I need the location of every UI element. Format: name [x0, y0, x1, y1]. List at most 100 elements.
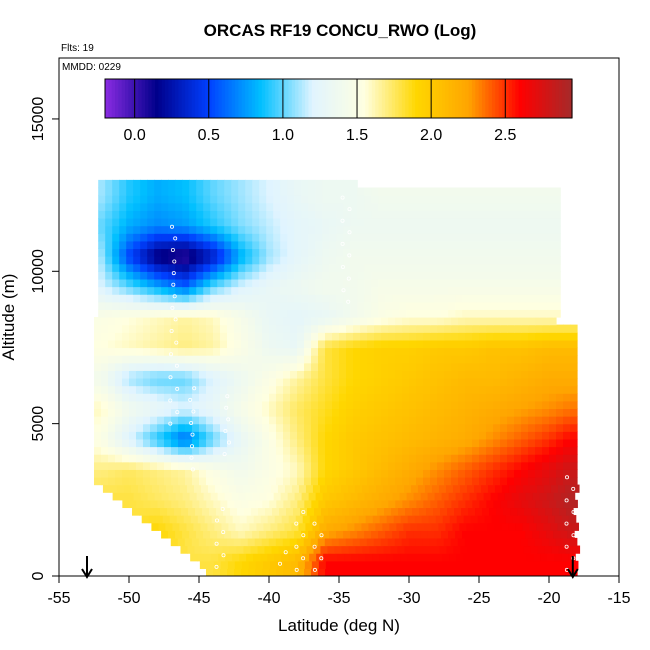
- heatmap-cell: [262, 317, 270, 326]
- heatmap-cell: [238, 271, 246, 280]
- heatmap-cell: [189, 294, 197, 303]
- heatmap-cell: [406, 301, 414, 310]
- heatmap-cell: [423, 355, 431, 364]
- heatmap-cell: [402, 385, 410, 394]
- heatmap-cell: [542, 385, 550, 394]
- heatmap-cell: [129, 461, 137, 470]
- heatmap-cell: [557, 522, 565, 531]
- heatmap-cell: [233, 537, 242, 547]
- heatmap-cell: [217, 202, 225, 211]
- heatmap-cell: [568, 515, 577, 524]
- heatmap-cell: [399, 492, 408, 501]
- heatmap-cell: [378, 492, 387, 501]
- heatmap-cell: [476, 217, 484, 227]
- heatmap-cell: [539, 301, 547, 310]
- heatmap-cell: [150, 461, 158, 470]
- heatmap-cell: [220, 377, 228, 387]
- colorbar-segment: [235, 79, 240, 118]
- heatmap-cell: [322, 210, 330, 219]
- heatmap-cell: [108, 362, 116, 371]
- heatmap-cell: [94, 423, 102, 432]
- heatmap-cell: [488, 545, 497, 554]
- heatmap-cell: [572, 545, 581, 554]
- heatmap-cell: [423, 339, 431, 349]
- heatmap-cell: [448, 492, 457, 501]
- heatmap-cell: [206, 560, 215, 569]
- heatmap-cell: [360, 423, 368, 432]
- heatmap-cell: [122, 446, 130, 455]
- heatmap-cell: [500, 339, 508, 349]
- heatmap-cell: [444, 332, 452, 341]
- heatmap-cell: [231, 225, 239, 234]
- heatmap-cell: [553, 202, 561, 211]
- heatmap-cell: [416, 408, 424, 417]
- heatmap-cell: [402, 476, 410, 486]
- heatmap-cell: [462, 195, 470, 204]
- heatmap-cell: [483, 271, 491, 280]
- heatmap-cell: [528, 324, 536, 333]
- heatmap-cell: [227, 408, 235, 417]
- heatmap-cell: [518, 225, 526, 234]
- heatmap-cell: [388, 476, 396, 486]
- heatmap-cell: [276, 461, 284, 470]
- heatmap-cell: [549, 385, 557, 394]
- heatmap-cell: [497, 286, 505, 295]
- heatmap-cell: [370, 507, 378, 516]
- heatmap-cell: [367, 317, 375, 326]
- heatmap-cell: [297, 332, 305, 341]
- heatmap-cell: [415, 537, 424, 547]
- heatmap-cell: [444, 347, 452, 356]
- heatmap-cell: [417, 522, 425, 531]
- heatmap-cell: [514, 438, 522, 448]
- heatmap-cell: [213, 362, 221, 371]
- heatmap-cell: [269, 568, 277, 576]
- heatmap-cell: [98, 233, 106, 242]
- heatmap-cell: [528, 377, 536, 387]
- heatmap-cell: [262, 499, 270, 509]
- heatmap-cell: [505, 553, 513, 562]
- heatmap-cell: [259, 301, 267, 310]
- heatmap-cell: [378, 286, 386, 295]
- heatmap-cell: [556, 324, 564, 333]
- heatmap-cell: [421, 553, 429, 562]
- heatmap-cell: [294, 248, 302, 257]
- heatmap-cell: [549, 416, 557, 425]
- heatmap-cell: [507, 431, 515, 440]
- heatmap-cell: [489, 507, 497, 516]
- heatmap-cell: [217, 248, 225, 257]
- heatmap-cell: [311, 416, 319, 425]
- heatmap-cell: [371, 530, 379, 539]
- heatmap-cell: [339, 408, 347, 417]
- heatmap-cell: [192, 339, 200, 349]
- heatmap-cell: [447, 507, 455, 516]
- heatmap-cell: [129, 324, 137, 333]
- heatmap-cell: [466, 522, 474, 531]
- heatmap-cell: [437, 469, 445, 478]
- heatmap-cell: [402, 416, 410, 425]
- heatmap-cell: [549, 454, 557, 463]
- heatmap-cell: [497, 294, 505, 303]
- heatmap-cell: [556, 332, 564, 341]
- heatmap-cell: [199, 385, 207, 394]
- heatmap-cell: [471, 537, 480, 547]
- heatmap-cell: [332, 408, 340, 417]
- heatmap-cell: [406, 492, 415, 501]
- heatmap-cell: [179, 522, 187, 531]
- heatmap-cell: [497, 233, 505, 242]
- heatmap-cell: [395, 446, 403, 455]
- heatmap-cell: [484, 553, 492, 562]
- heatmap-cell: [514, 446, 522, 455]
- heatmap-cell: [119, 248, 127, 257]
- heatmap-cell: [410, 522, 418, 531]
- heatmap-cell: [518, 271, 526, 280]
- heatmap-cell: [154, 225, 162, 234]
- heatmap-cell: [192, 377, 200, 387]
- heatmap-cell: [353, 317, 361, 326]
- heatmap-cell: [479, 355, 487, 364]
- heatmap-cell: [437, 431, 445, 440]
- colorbar-segment: [518, 79, 523, 118]
- heatmap-cell: [332, 370, 340, 379]
- heatmap-cell: [470, 553, 478, 562]
- heatmap-cell: [171, 461, 179, 470]
- heatmap-cell: [101, 362, 109, 371]
